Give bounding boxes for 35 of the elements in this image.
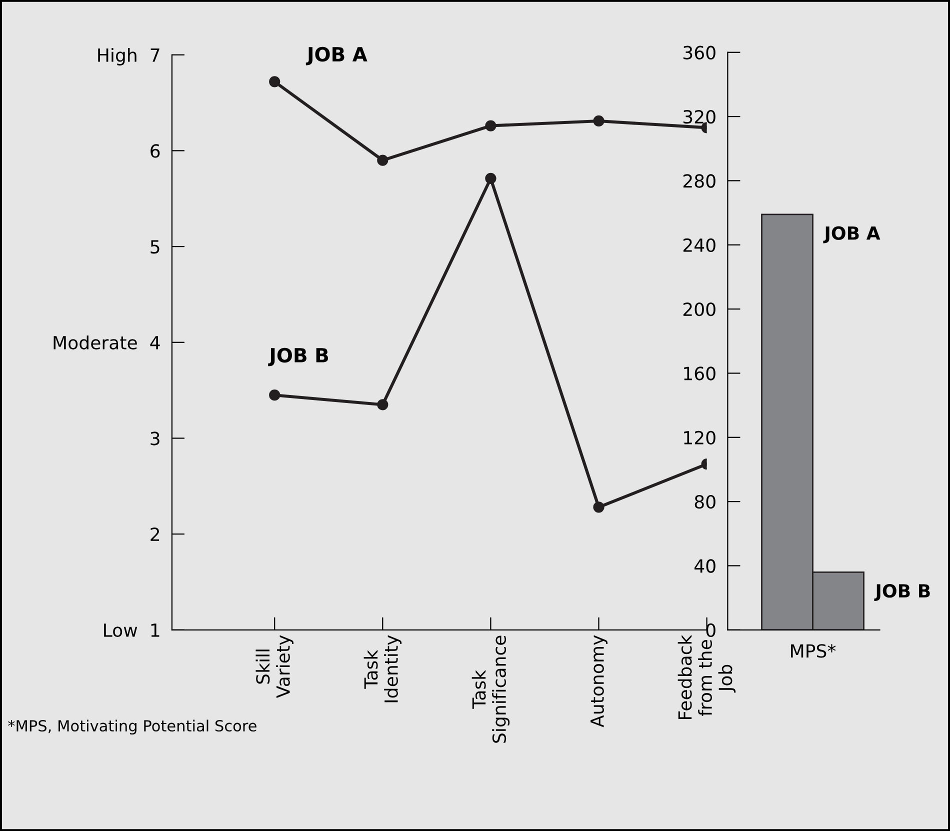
point bbox=[377, 154, 388, 166]
y-tick-label: 6 bbox=[150, 144, 160, 158]
point bbox=[377, 399, 388, 410]
point bbox=[269, 390, 280, 401]
series-label: JOB A bbox=[306, 46, 368, 66]
y-tick-label: 280 bbox=[683, 174, 716, 188]
point bbox=[485, 172, 496, 184]
x-tick-label: Task Significance bbox=[472, 636, 510, 743]
y-tick-label: 5 bbox=[150, 240, 160, 254]
series-label: JOB B bbox=[874, 584, 930, 602]
point bbox=[485, 120, 496, 132]
y-tick-label: Low 1 bbox=[104, 624, 160, 638]
x-tick-label: MPS* bbox=[791, 644, 836, 658]
point bbox=[593, 115, 604, 127]
y-tick-label: 120 bbox=[684, 430, 716, 444]
series-label: JOB A bbox=[823, 226, 880, 244]
x-tick-label: Skill Variety bbox=[256, 635, 294, 698]
point bbox=[593, 502, 604, 513]
y-tick-label: 80 bbox=[694, 495, 716, 509]
x-tick-label: Task Identity bbox=[364, 635, 402, 702]
y-tick-label: High 7 bbox=[98, 48, 160, 66]
y-tick-label: 3 bbox=[150, 432, 160, 446]
point bbox=[269, 76, 280, 88]
y-tick-label: 0 bbox=[706, 623, 716, 638]
y-tick-label: 360 bbox=[684, 46, 716, 60]
y-tick-label: 160 bbox=[684, 366, 716, 380]
y-tick-label: 240 bbox=[683, 238, 716, 252]
text: *MPS, Motivating Potential Score bbox=[8, 720, 256, 735]
series-label: JOB B bbox=[268, 348, 328, 366]
y-tick-label: 320 bbox=[684, 110, 716, 124]
y-tick-label: 200 bbox=[683, 302, 716, 316]
x-tick-label: Autonomy bbox=[590, 635, 608, 728]
y-tick-label: 40 bbox=[694, 559, 716, 573]
y-tick-label: 2 bbox=[150, 528, 160, 541]
y-tick-label: Moderate 4 bbox=[54, 336, 160, 350]
